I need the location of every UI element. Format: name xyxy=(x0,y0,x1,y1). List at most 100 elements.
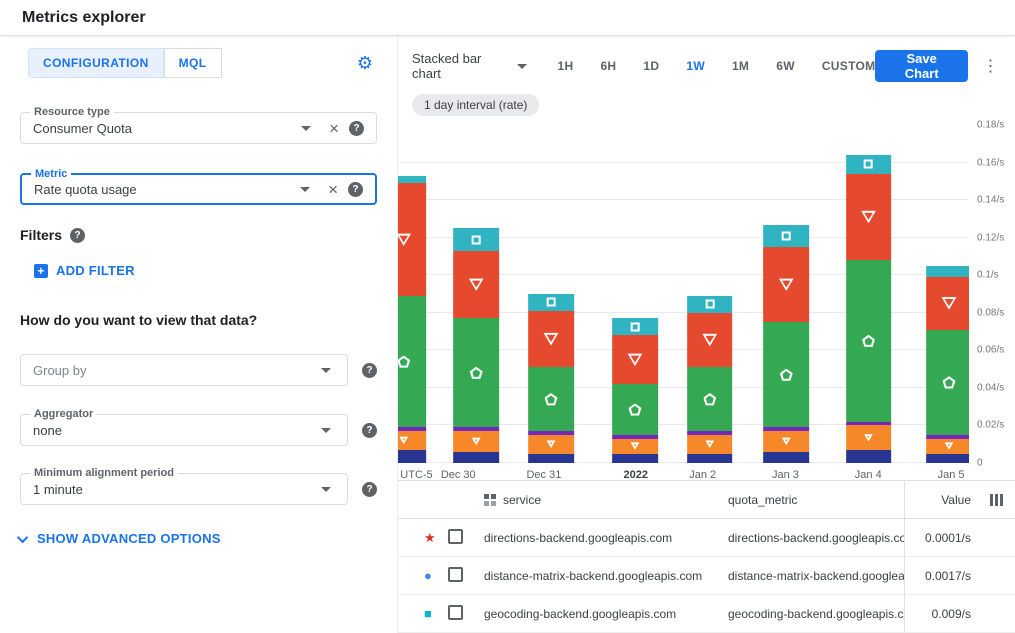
table-grid-icon xyxy=(484,493,489,499)
column-header-quota-metric[interactable]: quota_metric xyxy=(728,492,798,507)
help-icon[interactable] xyxy=(70,227,86,243)
chart-type-dropdown[interactable]: Stacked bar chart xyxy=(412,51,531,81)
interval-chip[interactable]: 1 day interval (rate) xyxy=(412,94,540,116)
segment-orange xyxy=(453,431,500,452)
segment-purple xyxy=(763,427,810,432)
bar-dec-31[interactable] xyxy=(528,125,574,463)
series-marker-triangle-icon xyxy=(941,297,957,310)
time-range-6w[interactable]: 6W xyxy=(776,59,795,73)
bar-jan-3[interactable] xyxy=(763,125,810,463)
series-marker-triangle-icon xyxy=(399,436,409,445)
bar-jan-1[interactable] xyxy=(612,125,658,463)
table-row[interactable]: ★ directions-backend.googleapis.com direct… xyxy=(398,519,1015,557)
segment-teal xyxy=(686,295,733,313)
chart-plot-area xyxy=(398,125,969,463)
time-range-1m[interactable]: 1M xyxy=(731,59,750,73)
clear-icon[interactable] xyxy=(328,181,338,198)
metric-select[interactable]: Metric Rate quota usage xyxy=(20,168,377,205)
bar-jan-4[interactable] xyxy=(845,125,892,463)
help-icon[interactable] xyxy=(362,422,377,438)
series-marker-triangle-icon xyxy=(627,353,643,367)
show-advanced-options-button[interactable]: SHOW ADVANCED OPTIONS xyxy=(16,531,377,546)
row-checkbox[interactable] xyxy=(448,566,463,582)
time-range-1h[interactable]: 1H xyxy=(557,59,574,73)
cell-service: directions-backend.googleapis.com xyxy=(484,530,673,545)
chevron-down-icon[interactable] xyxy=(321,367,331,373)
bar-jan-2[interactable] xyxy=(686,125,733,463)
series-marker-pentagon-icon xyxy=(544,392,558,406)
chevron-down-icon[interactable] xyxy=(300,186,311,192)
segment-orange xyxy=(845,425,892,450)
gridline xyxy=(398,161,969,163)
segment-orange xyxy=(686,434,733,454)
series-marker-triangle-icon xyxy=(543,332,559,346)
row-checkbox[interactable] xyxy=(448,604,463,620)
save-chart-button[interactable]: Save Chart xyxy=(875,50,968,82)
legend-table-body: ★ directions-backend.googleapis.com direct… xyxy=(398,519,1015,633)
y-tick-label: 0.16/s xyxy=(977,157,1005,169)
gridline xyxy=(398,274,969,276)
time-range-1w[interactable]: 1W xyxy=(686,59,705,73)
tab-mql[interactable]: MQL xyxy=(163,48,222,78)
y-tick-label: 0.06/s xyxy=(977,344,1005,356)
segment-green xyxy=(398,295,427,428)
y-tick-label: 0.18/s xyxy=(977,119,1005,131)
time-range-custom[interactable]: CUSTOM xyxy=(821,59,876,73)
min-alignment-label: Minimum alignment period xyxy=(30,467,178,479)
add-filter-button[interactable]: ADD FILTER xyxy=(34,263,377,278)
series-marker-square-icon xyxy=(471,235,481,245)
tab-configuration[interactable]: CONFIGURATION xyxy=(28,48,164,78)
cell-quota-metric: directions-backend.googleapis.com/billab… xyxy=(728,530,904,545)
chevron-down-icon[interactable] xyxy=(321,486,331,492)
view-data-heading: How do you want to view that data? xyxy=(20,312,258,328)
clear-icon[interactable] xyxy=(329,120,339,137)
series-marker-pentagon-icon xyxy=(861,334,875,348)
min-alignment-select[interactable]: Minimum alignment period 1 minute xyxy=(20,467,348,505)
series-marker-pentagon-icon xyxy=(779,368,793,381)
series-marker-triangle-icon xyxy=(468,278,484,291)
time-range-6h[interactable]: 6H xyxy=(600,59,617,73)
help-icon[interactable] xyxy=(362,481,377,497)
segment-purple xyxy=(528,431,574,435)
help-icon[interactable] xyxy=(362,362,377,378)
series-marker-triangle-icon xyxy=(944,442,954,450)
y-tick-label: 0 xyxy=(977,457,983,469)
filters-heading: Filters xyxy=(20,227,63,243)
metric-label: Metric xyxy=(31,168,72,180)
chevron-down-icon[interactable] xyxy=(321,427,331,433)
bar-dec-30[interactable] xyxy=(453,125,500,463)
settings-gear-icon[interactable] xyxy=(355,53,375,73)
table-row[interactable]: ● distance-matrix-backend.googleapis.com d… xyxy=(398,557,1015,595)
gridline xyxy=(398,349,969,351)
time-range-1d[interactable]: 1D xyxy=(643,59,660,73)
series-marker-square-icon xyxy=(705,299,715,309)
series-marker-pentagon-icon xyxy=(628,403,642,416)
group-by-select[interactable]: Group by xyxy=(20,354,348,386)
gridline xyxy=(398,424,969,426)
more-options-icon[interactable] xyxy=(982,56,999,76)
segment-green xyxy=(612,384,658,435)
bar-dec-29[interactable] xyxy=(398,125,427,463)
group-by-placeholder: Group by xyxy=(33,362,87,378)
column-header-value[interactable]: Value xyxy=(904,481,977,518)
column-settings-icon[interactable] xyxy=(989,493,1003,506)
segment-teal xyxy=(528,294,574,311)
configuration-panel: CONFIGURATION MQL Resource type Consumer… xyxy=(0,36,398,633)
column-header-service[interactable]: service xyxy=(503,492,542,507)
series-marker-triangle-icon xyxy=(398,233,412,246)
chevron-down-icon xyxy=(517,63,528,69)
chevron-down-icon[interactable] xyxy=(301,125,312,131)
segment-red xyxy=(528,310,574,368)
row-checkbox[interactable] xyxy=(448,528,463,544)
resource-type-select[interactable]: Resource type Consumer Quota xyxy=(20,106,377,144)
table-row[interactable]: ■ geocoding-backend.googleapis.com geocodi… xyxy=(398,595,1015,633)
help-icon[interactable] xyxy=(348,181,363,197)
aggregator-select[interactable]: Aggregator none xyxy=(20,408,348,446)
help-icon[interactable] xyxy=(349,120,364,136)
segment-red xyxy=(398,183,427,296)
cell-value: 0.0001/s xyxy=(904,519,977,556)
segment-dark-blue xyxy=(528,453,574,463)
series-marker-triangle-icon xyxy=(860,210,876,224)
segment-orange xyxy=(612,438,658,454)
bar-jan-5[interactable] xyxy=(926,125,969,463)
